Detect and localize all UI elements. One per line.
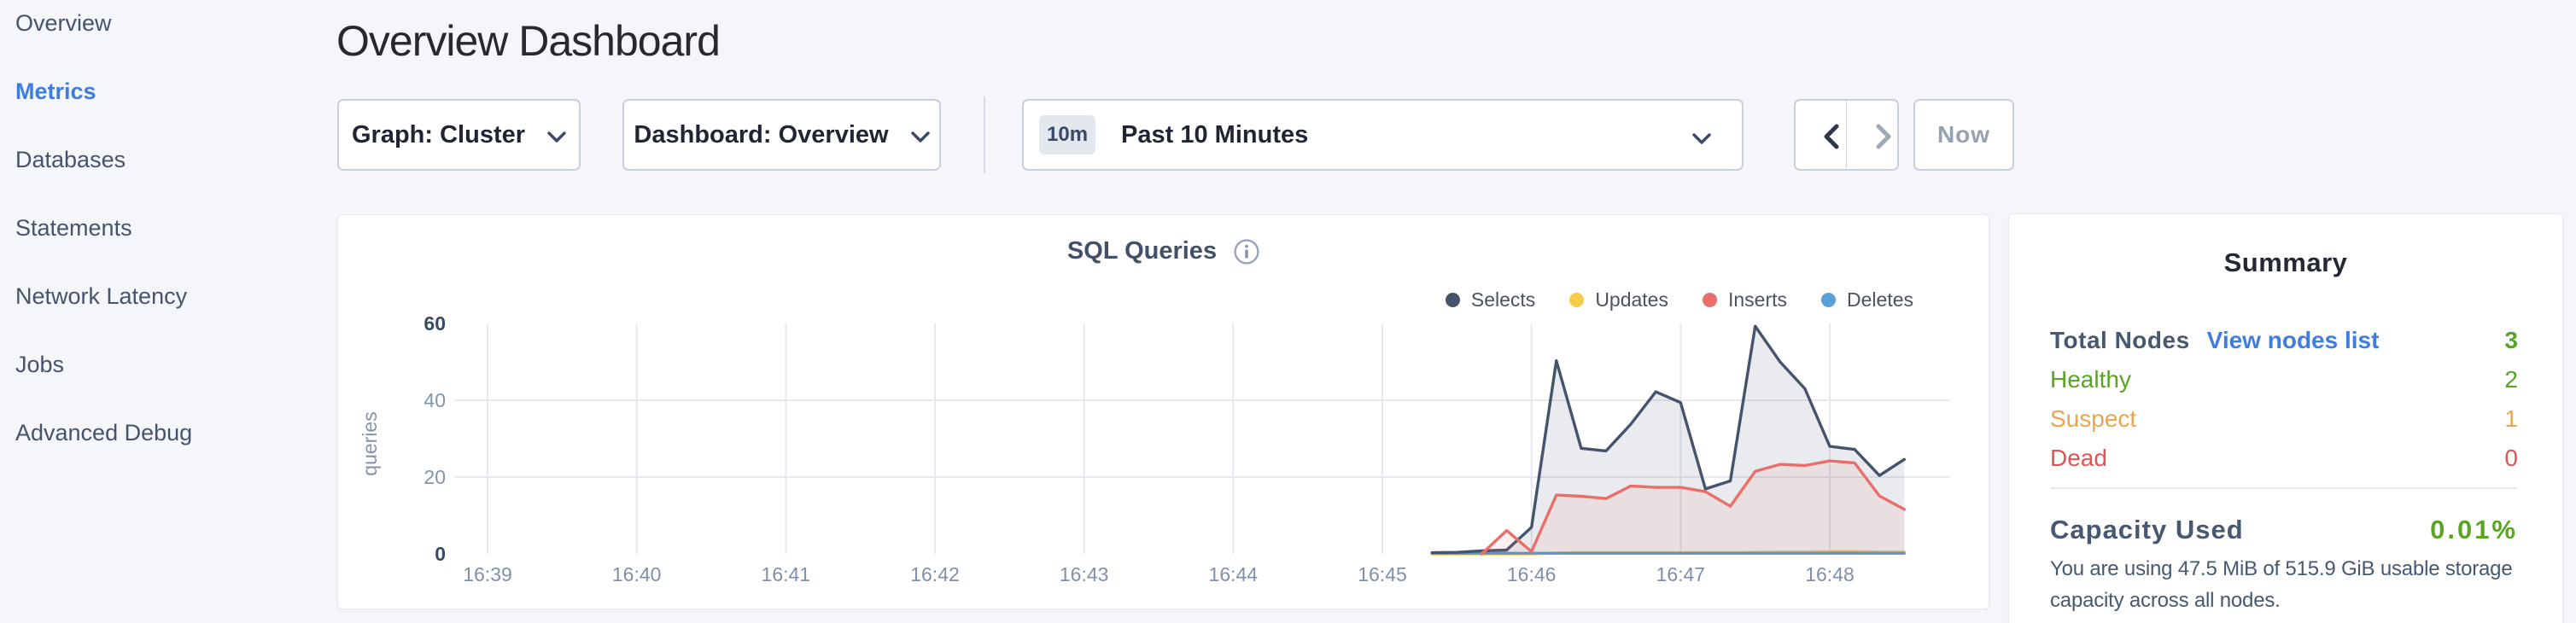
sql-queries-chart-card: SQL Queries Selects Updates Inserts Deletes… bbox=[337, 214, 1989, 609]
capacity-description: You are using 47.5 MiB of 515.9 GiB usab… bbox=[2050, 557, 2513, 612]
toolbar: Graph: Cluster Dashboard: Overview 10m P… bbox=[337, 96, 2576, 173]
sidebar-item-advanced-debug[interactable]: Advanced Debug bbox=[15, 419, 193, 445]
legend-item-deletes[interactable]: Deletes bbox=[1821, 288, 1913, 312]
series-line-selects bbox=[1430, 324, 1907, 555]
legend-label: Deletes bbox=[1847, 288, 1913, 311]
legend-dot-deletes bbox=[1821, 293, 1837, 307]
graph-dropdown-label: Graph: Cluster bbox=[351, 120, 526, 148]
x-tick-label: 16:41 bbox=[762, 563, 811, 585]
summary-row-value: 2 bbox=[2504, 366, 2518, 393]
chevron-right-icon bbox=[1876, 124, 1891, 149]
next-time-button[interactable] bbox=[1847, 101, 1897, 169]
time-step-buttons bbox=[1794, 99, 1899, 171]
legend-label: Selects bbox=[1470, 288, 1536, 311]
x-tick-label: 16:39 bbox=[463, 563, 512, 585]
chevron-down-icon bbox=[910, 131, 930, 143]
summary-row-total-nodes: Total Nodes View nodes list 3 bbox=[2050, 321, 2518, 360]
time-range-badge: 10m bbox=[1039, 115, 1096, 154]
sidebar-item-overview[interactable]: Overview bbox=[15, 9, 112, 36]
series-area-inserts bbox=[1481, 461, 1905, 554]
x-tick-label: 16:48 bbox=[1805, 563, 1855, 585]
summary-row-value: 1 bbox=[2504, 405, 2518, 432]
chevron-down-icon bbox=[547, 131, 566, 143]
legend-label: Inserts bbox=[1727, 288, 1788, 311]
summary-rows: Total Nodes View nodes list 3 Healthy 2 Suspe… bbox=[2050, 321, 2518, 478]
legend-item-updates[interactable]: Updates bbox=[1569, 288, 1668, 312]
toolbar-divider bbox=[984, 96, 985, 173]
summary-row-dead: Dead 0 bbox=[2050, 439, 2518, 478]
summary-row-label: Dead bbox=[2050, 445, 2107, 471]
chevron-left-icon bbox=[1824, 124, 1839, 149]
chart-legend: Selects Updates Inserts Deletes bbox=[1445, 288, 1913, 312]
x-tick-label: 16:44 bbox=[1209, 563, 1259, 585]
legend-dot-updates bbox=[1569, 293, 1585, 307]
series-area-selects bbox=[1432, 326, 1905, 554]
summary-row-healthy: Healthy 2 bbox=[2050, 360, 2518, 399]
info-icon[interactable] bbox=[1234, 238, 1259, 265]
now-button-label: Now bbox=[1936, 121, 1991, 148]
summary-divider bbox=[2051, 487, 2517, 489]
y-tick-label: 0 bbox=[435, 543, 446, 565]
now-button[interactable]: Now bbox=[1913, 99, 2014, 171]
x-tick-label: 16:45 bbox=[1358, 563, 1407, 585]
summary-card: Summary Total Nodes View nodes list 3 Healt… bbox=[2008, 213, 2563, 623]
legend-item-selects[interactable]: Selects bbox=[1445, 288, 1536, 312]
y-tick-label: 40 bbox=[423, 389, 446, 411]
capacity-row: Capacity Used 0.01% bbox=[2050, 515, 2518, 545]
legend-item-inserts[interactable]: Inserts bbox=[1702, 288, 1788, 312]
legend-dot-inserts bbox=[1702, 293, 1717, 307]
x-tick-label: 16:42 bbox=[910, 563, 960, 585]
summary-row-suspect: Suspect 1 bbox=[2050, 399, 2518, 439]
chart-header: SQL Queries bbox=[338, 237, 1989, 265]
summary-row-label: Healthy bbox=[2050, 366, 2131, 393]
view-nodes-list-link[interactable]: View nodes list bbox=[2206, 327, 2380, 353]
prev-time-button[interactable] bbox=[1796, 101, 1846, 169]
capacity-label: Capacity Used bbox=[2050, 515, 2244, 544]
graph-dropdown[interactable]: Graph: Cluster bbox=[337, 99, 581, 171]
x-tick-label: 16:43 bbox=[1060, 563, 1109, 585]
x-tick-label: 16:46 bbox=[1507, 563, 1557, 585]
y-tick-label: 60 bbox=[423, 312, 446, 335]
x-tick-label: 16:47 bbox=[1656, 563, 1706, 585]
summary-row-value: 3 bbox=[2504, 327, 2518, 353]
chevron-down-icon bbox=[1692, 133, 1711, 144]
x-tick-label: 16:40 bbox=[612, 563, 662, 585]
capacity-value: 0.01% bbox=[2430, 515, 2518, 544]
dashboard-dropdown-label: Dashboard: Overview bbox=[634, 120, 889, 148]
summary-row-label: Total Nodes bbox=[2050, 327, 2190, 353]
y-axis-label: queries bbox=[359, 411, 381, 475]
sidebar-item-network-latency[interactable]: Network Latency bbox=[15, 282, 188, 309]
page-title: Overview Dashboard bbox=[336, 17, 721, 65]
time-step-divider bbox=[1845, 101, 1848, 169]
chart-plot: 16:39 16:40 16:41 16:42 16:43 16:44 16:45 16:46… bbox=[359, 312, 1950, 585]
summary-row-value: 0 bbox=[2504, 445, 2518, 471]
sidebar-item-metrics[interactable]: Metrics bbox=[15, 78, 96, 104]
dashboard-dropdown[interactable]: Dashboard: Overview bbox=[622, 99, 941, 171]
time-range-dropdown[interactable]: 10m Past 10 Minutes bbox=[1022, 99, 1744, 171]
summary-title: Summary bbox=[2223, 247, 2348, 277]
y-tick-label: 20 bbox=[423, 466, 446, 488]
legend-label: Updates bbox=[1595, 288, 1668, 311]
sidebar-item-jobs[interactable]: Jobs bbox=[15, 351, 65, 377]
series-line-inserts bbox=[1480, 459, 1907, 556]
time-range-label: Past 10 Minutes bbox=[1121, 120, 1309, 148]
sidebar: Overview Metrics Databases Statements Networ… bbox=[0, 0, 324, 623]
summary-row-label: Suspect bbox=[2050, 405, 2137, 432]
sidebar-nav-list: Overview Metrics Databases Statements Networ… bbox=[15, 0, 192, 467]
chart-title: SQL Queries bbox=[1066, 237, 1218, 265]
sidebar-item-databases[interactable]: Databases bbox=[15, 146, 126, 172]
legend-dot-selects bbox=[1445, 293, 1460, 307]
sidebar-item-statements[interactable]: Statements bbox=[15, 214, 132, 241]
